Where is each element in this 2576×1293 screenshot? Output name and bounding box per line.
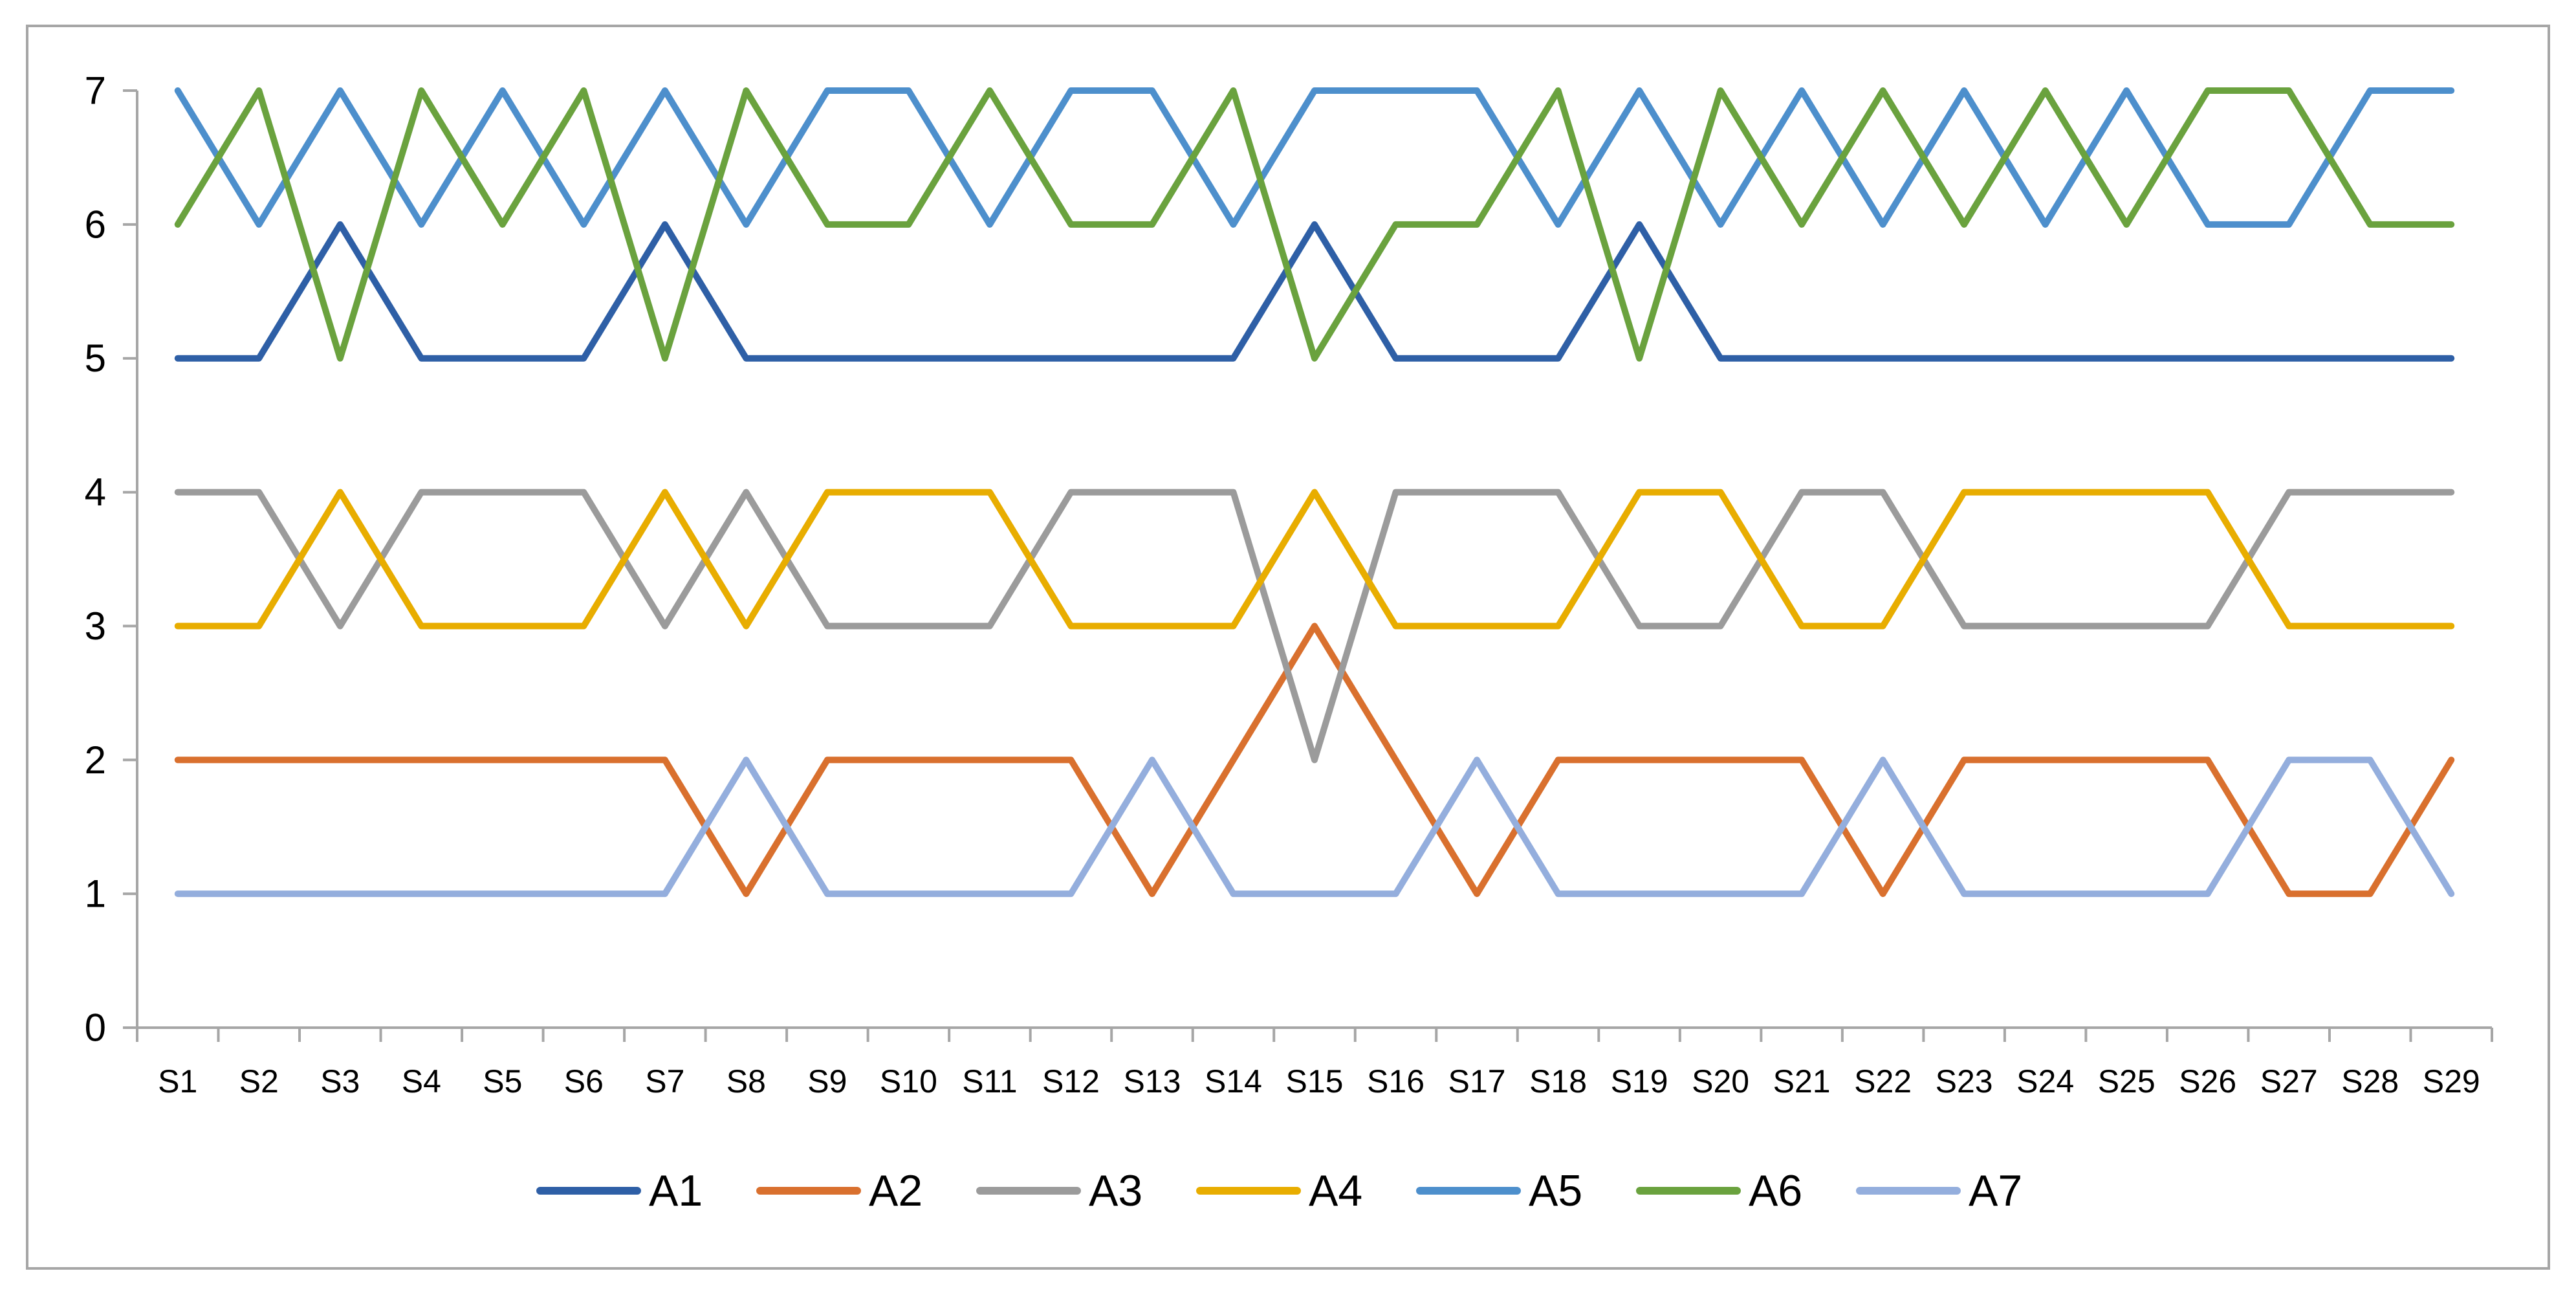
y-axis: 0 1 2 3 4 5 6 7 xyxy=(85,69,138,1050)
x-tick-label: S7 xyxy=(645,1063,684,1100)
series-line-a5 xyxy=(174,87,2455,228)
series-lines xyxy=(174,87,2455,898)
x-tick-label: S6 xyxy=(564,1063,604,1100)
y-tick-label: 2 xyxy=(85,738,106,782)
x-tick-label: S17 xyxy=(1448,1063,1506,1100)
legend-label-a4: A4 xyxy=(1309,1166,1362,1215)
x-tick-label: S29 xyxy=(2423,1063,2480,1100)
x-tick-label: S4 xyxy=(402,1063,441,1100)
legend-label-a6: A6 xyxy=(1749,1166,1802,1215)
x-tick-label: S21 xyxy=(1773,1063,1831,1100)
x-tick-label: S28 xyxy=(2341,1063,2399,1100)
chart-border xyxy=(26,25,2550,1270)
x-tick-label: S3 xyxy=(320,1063,360,1100)
series-line-a3 xyxy=(174,489,2455,764)
series-line-a2 xyxy=(174,623,2455,898)
legend-label-a2: A2 xyxy=(869,1166,922,1215)
y-tick-label: 0 xyxy=(85,1006,106,1050)
series-line-a6 xyxy=(174,87,2455,362)
x-tick-label: S13 xyxy=(1123,1063,1181,1100)
x-tick-label: S9 xyxy=(807,1063,847,1100)
x-tick-label: S1 xyxy=(158,1063,197,1100)
x-tick-label: S27 xyxy=(2260,1063,2318,1100)
x-tick-label: S23 xyxy=(1936,1063,1993,1100)
y-tick-label: 5 xyxy=(85,337,106,380)
x-tick-label: S18 xyxy=(1529,1063,1587,1100)
y-tick-label: 6 xyxy=(85,203,106,246)
legend-label-a7: A7 xyxy=(1969,1166,2022,1215)
x-tick-label: S2 xyxy=(239,1063,279,1100)
series-line-a4 xyxy=(174,489,2455,630)
x-tick-label: S16 xyxy=(1367,1063,1424,1100)
x-tick-label: S15 xyxy=(1286,1063,1344,1100)
legend-label-a1: A1 xyxy=(649,1166,703,1215)
x-tick-label: S5 xyxy=(483,1063,522,1100)
x-tick-label: S10 xyxy=(880,1063,937,1100)
x-tick-label: S22 xyxy=(1854,1063,1912,1100)
x-tick-label: S19 xyxy=(1611,1063,1668,1100)
x-tick-label: S24 xyxy=(2016,1063,2074,1100)
x-tick-label: S8 xyxy=(726,1063,766,1100)
series-line-a1 xyxy=(174,221,2455,362)
legend-label-a3: A3 xyxy=(1089,1166,1142,1215)
y-tick-label: 7 xyxy=(85,69,106,113)
x-tick-label: S26 xyxy=(2179,1063,2236,1100)
legend-label-a5: A5 xyxy=(1529,1166,1582,1215)
x-axis: S1 S2 S3 S4 S5 S6 S7 S8 S9 S10 S11 S12 S13 S14 S15 S16 S… xyxy=(136,1026,2493,1100)
y-tick-label: 3 xyxy=(85,604,106,648)
y-tick-label: 4 xyxy=(85,470,106,514)
x-tick-label: S14 xyxy=(1205,1063,1262,1100)
legend: A1 A2 A3 A4 A5 A6 A7 xyxy=(536,1166,2022,1215)
y-tick-label: 1 xyxy=(85,872,106,916)
x-tick-label: S25 xyxy=(2098,1063,2156,1100)
x-tick-label: S20 xyxy=(1692,1063,1749,1100)
series-line-a7 xyxy=(174,757,2455,898)
x-tick-label: S12 xyxy=(1042,1063,1100,1100)
x-tick-label: S11 xyxy=(962,1063,1017,1100)
